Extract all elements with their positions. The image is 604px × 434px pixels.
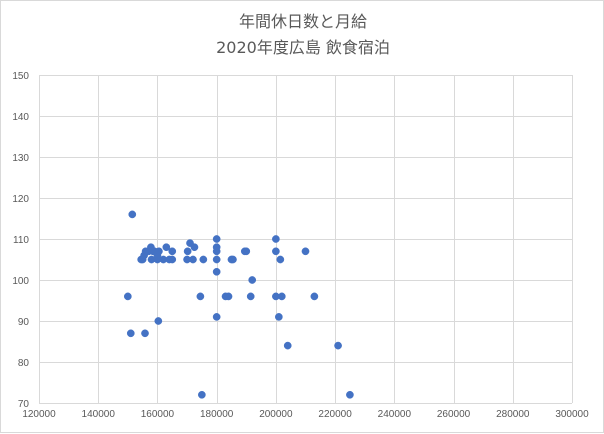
data-point	[334, 341, 342, 350]
data-point	[212, 247, 221, 256]
y-tick-label: 110	[13, 235, 29, 246]
data-point	[272, 247, 280, 256]
data-point	[346, 390, 354, 399]
data-point	[155, 247, 163, 256]
data-point	[141, 329, 149, 338]
data-point	[246, 292, 255, 301]
data-point	[199, 255, 208, 264]
data-point	[126, 329, 135, 338]
data-point	[123, 292, 132, 301]
chart-title-line-2: 2020年度広島 飲食宿泊	[216, 38, 390, 57]
data-point	[224, 292, 233, 301]
data-point	[248, 276, 257, 284]
data-point	[301, 247, 310, 256]
data-point	[212, 267, 221, 276]
x-tick-label: 180000	[200, 409, 234, 420]
x-tick-label: 300000	[555, 409, 589, 420]
x-tick-label: 120000	[22, 409, 56, 420]
data-point	[183, 247, 192, 256]
data-point	[168, 247, 177, 256]
grid-layer	[39, 75, 573, 404]
data-point	[212, 255, 221, 264]
data-point	[212, 313, 221, 321]
y-tick-label: 130	[12, 153, 29, 164]
x-tick-label: 240000	[378, 409, 412, 420]
data-points	[123, 210, 354, 399]
y-tick-label: 150	[12, 71, 29, 82]
data-point	[277, 292, 286, 301]
x-tick-label: 280000	[496, 409, 530, 420]
data-point	[196, 292, 205, 301]
y-axis-tick-labels: 70 80 90 100 110 120 130 140 150	[12, 71, 29, 410]
data-point	[198, 390, 206, 399]
data-point	[212, 235, 221, 243]
data-point	[162, 243, 171, 252]
chart-title-line-1: 年間休日数と月給	[238, 12, 367, 31]
data-point	[272, 235, 280, 243]
y-tick-label: 140	[12, 112, 29, 123]
data-point	[128, 210, 137, 219]
y-tick-label: 120	[12, 194, 29, 205]
data-point	[275, 313, 283, 321]
y-tick-label: 90	[18, 317, 30, 328]
data-point	[168, 255, 177, 264]
data-point	[310, 292, 319, 301]
data-point	[276, 255, 285, 264]
data-point	[154, 317, 163, 325]
data-point	[283, 341, 292, 350]
data-point	[229, 255, 237, 264]
x-tick-label: 160000	[141, 409, 175, 420]
y-tick-label: 80	[18, 358, 30, 369]
y-tick-label: 70	[18, 399, 30, 410]
data-point	[189, 255, 197, 264]
data-point	[242, 247, 251, 256]
y-tick-label: 100	[12, 276, 29, 287]
x-tick-label: 200000	[259, 409, 293, 420]
x-axis-tick-labels: 120000 140000 160000 180000 200000 220000 2400…	[22, 409, 589, 420]
x-tick-label: 220000	[318, 409, 352, 420]
x-tick-label: 260000	[437, 409, 471, 420]
x-tick-label: 140000	[82, 409, 116, 420]
data-point	[190, 243, 199, 252]
